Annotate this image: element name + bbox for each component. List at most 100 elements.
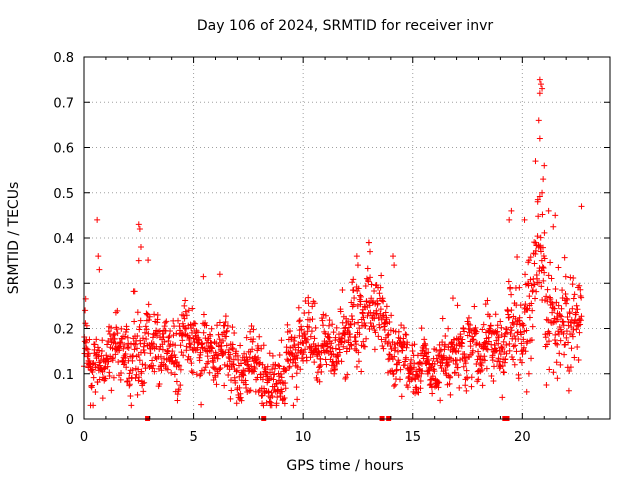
data-point	[293, 384, 300, 391]
data-point	[393, 367, 400, 374]
data-point	[370, 323, 377, 330]
data-point	[379, 343, 386, 350]
data-point	[333, 324, 340, 331]
data-point	[312, 324, 319, 331]
data-point	[361, 343, 368, 350]
data-point	[167, 328, 174, 335]
data-point	[315, 348, 322, 355]
data-point	[408, 356, 415, 363]
data-point	[449, 295, 456, 302]
data-point	[87, 402, 94, 409]
data-point	[363, 275, 370, 282]
data-point	[499, 394, 506, 401]
data-point	[245, 368, 252, 375]
data-point	[212, 374, 219, 381]
data-point	[175, 386, 182, 393]
data-point	[209, 357, 216, 364]
data-point	[183, 343, 190, 350]
data-point	[524, 307, 531, 314]
data-point	[536, 193, 543, 200]
data-point	[122, 329, 129, 336]
data-point	[372, 329, 379, 336]
data-point	[259, 376, 266, 383]
data-point	[269, 393, 276, 400]
data-point	[549, 319, 556, 326]
data-point	[387, 327, 394, 334]
data-point	[117, 376, 124, 383]
data-point	[391, 341, 398, 348]
data-point	[237, 342, 244, 349]
data-point	[131, 318, 138, 325]
data-point	[391, 347, 398, 354]
data-point	[226, 355, 233, 362]
data-point	[202, 364, 209, 371]
data-point	[520, 322, 527, 329]
data-point	[361, 320, 368, 327]
data-point	[541, 255, 548, 262]
data-point	[249, 346, 256, 353]
data-point	[501, 333, 508, 340]
data-point	[255, 345, 262, 352]
data-point	[479, 382, 486, 389]
data-point	[340, 343, 347, 350]
y-tick-label: 0.2	[53, 323, 74, 338]
data-point	[158, 362, 165, 369]
data-point	[401, 340, 408, 347]
data-point	[83, 345, 90, 352]
data-point	[496, 358, 503, 365]
data-point	[497, 318, 504, 325]
data-point	[437, 397, 444, 404]
data-point	[398, 322, 405, 329]
data-point	[181, 325, 188, 332]
data-point	[302, 298, 309, 305]
data-point	[547, 296, 554, 303]
data-point	[134, 309, 141, 316]
data-point	[276, 352, 283, 359]
data-point	[439, 315, 446, 322]
y-tick-label: 0.1	[53, 368, 74, 383]
data-point	[319, 317, 326, 324]
data-point	[453, 357, 460, 364]
data-point	[554, 375, 561, 382]
data-point	[336, 331, 342, 338]
data-point	[118, 369, 125, 376]
data-point	[510, 356, 517, 363]
data-point	[95, 353, 102, 360]
data-point	[367, 319, 374, 326]
data-point	[173, 378, 180, 385]
data-point	[92, 361, 99, 368]
data-point	[134, 333, 141, 340]
data-point	[140, 343, 147, 350]
data-point	[445, 325, 452, 332]
y-tick-label: 0	[66, 413, 74, 428]
chart-title: Day 106 of 2024, SRMTID for receiver inv…	[197, 18, 493, 34]
data-point	[236, 384, 243, 391]
data-point	[309, 303, 316, 310]
data-point	[557, 312, 564, 319]
data-point	[177, 342, 184, 349]
data-point	[105, 358, 112, 365]
data-point	[376, 321, 383, 328]
data-point	[487, 322, 494, 329]
data-point	[374, 300, 381, 307]
data-point	[286, 363, 293, 370]
data-point	[326, 322, 333, 329]
data-point	[225, 372, 232, 379]
data-point	[516, 317, 523, 324]
data-point	[118, 325, 125, 332]
data-point	[392, 381, 399, 388]
data-point	[136, 323, 143, 330]
data-point	[564, 296, 571, 303]
data-point	[200, 311, 207, 318]
data-point	[535, 213, 542, 220]
data-point	[338, 339, 345, 346]
data-point	[89, 369, 96, 376]
data-point	[405, 373, 412, 380]
data-point	[164, 366, 171, 373]
data-point	[184, 356, 191, 363]
data-point	[314, 353, 321, 360]
data-point	[104, 363, 111, 370]
data-point	[205, 358, 212, 365]
data-point	[566, 368, 573, 375]
